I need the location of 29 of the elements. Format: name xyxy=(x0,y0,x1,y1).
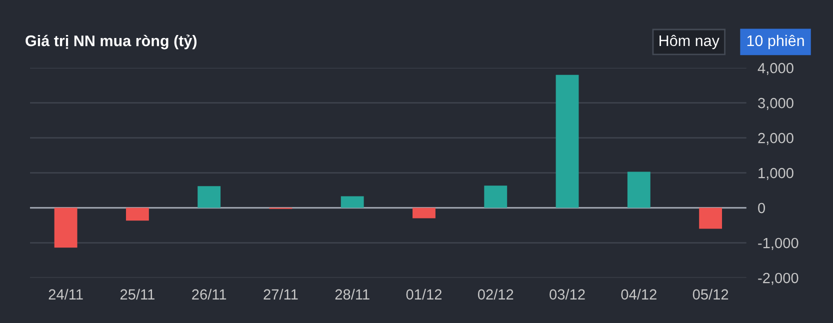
bar xyxy=(126,208,149,221)
bar xyxy=(198,186,221,208)
x-tick-label: 05/12 xyxy=(692,288,728,300)
x-tick-label: 28/11 xyxy=(335,288,370,300)
bar xyxy=(412,208,436,218)
y-tick-label: -1,000 xyxy=(758,238,798,250)
chart-title: Giá trị NN mua ròng (tỷ) xyxy=(26,34,197,50)
x-tick-label: 26/11 xyxy=(192,288,226,300)
y-tick-label: -2,000 xyxy=(758,272,798,285)
x-tick-label: 01/12 xyxy=(406,288,442,300)
y-tick-label: 2,000 xyxy=(758,132,794,145)
y-tick-label: 4,000 xyxy=(758,62,794,75)
y-tick-label: 0 xyxy=(758,202,766,214)
bar xyxy=(556,74,579,208)
x-tick-label: 24/11 xyxy=(48,288,83,300)
x-tick-label: 04/12 xyxy=(621,288,656,300)
y-tick-label: 1,000 xyxy=(758,168,794,180)
x-tick-label: 03/12 xyxy=(550,288,585,300)
y-tick-label: 3,000 xyxy=(758,98,794,110)
bar xyxy=(54,208,78,248)
text: Hôm nay xyxy=(660,34,720,50)
bar xyxy=(340,196,364,208)
bar xyxy=(627,172,650,208)
x-tick-label: 27/11 xyxy=(264,288,298,300)
bar xyxy=(699,208,722,229)
bar xyxy=(484,186,508,208)
text: 10 phiên xyxy=(747,34,804,50)
x-tick-label: 02/12 xyxy=(478,288,514,300)
x-tick-label: 25/11 xyxy=(120,288,154,300)
